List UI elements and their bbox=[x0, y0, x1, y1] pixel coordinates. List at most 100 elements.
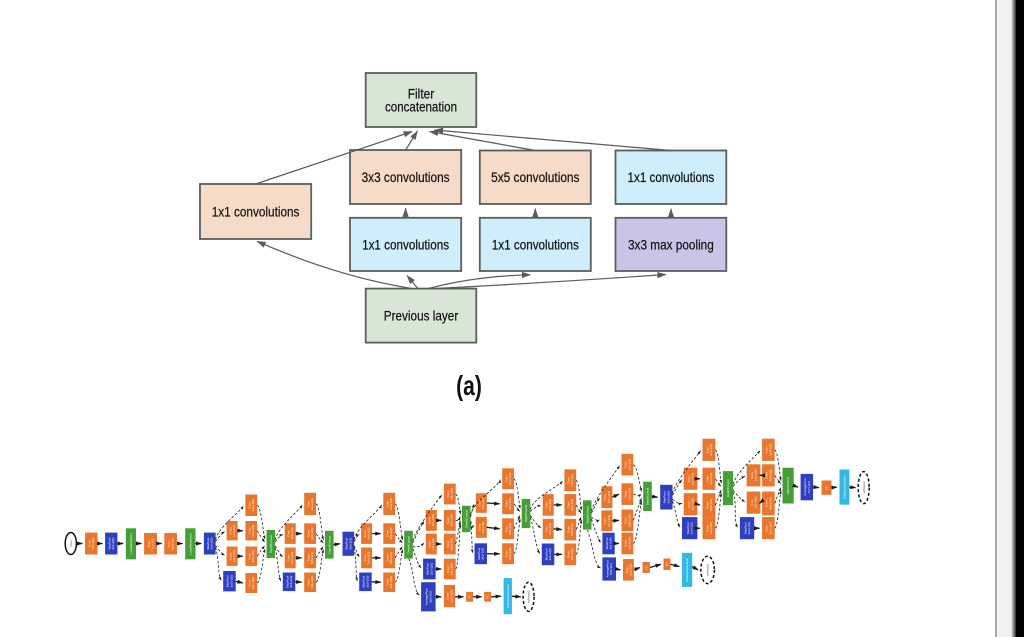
svg-text:Conv: Conv bbox=[306, 530, 310, 538]
svg-text:MaxPool: MaxPool bbox=[477, 548, 481, 560]
svg-text:5x5+1(S): 5x5+1(S) bbox=[508, 523, 512, 535]
svg-text:Conv: Conv bbox=[567, 550, 571, 558]
svg-text:1x1 convolutions: 1x1 convolutions bbox=[628, 170, 715, 185]
svg-text:3x3+2(S): 3x3+2(S) bbox=[111, 537, 115, 549]
svg-text:Conv: Conv bbox=[504, 525, 508, 533]
svg-text:Conv: Conv bbox=[624, 461, 628, 469]
svg-text:Conv: Conv bbox=[705, 524, 709, 532]
svg-text:Conv: Conv bbox=[687, 475, 691, 483]
svg-text:DepthConcat: DepthConcat bbox=[269, 535, 273, 553]
svg-text:SoftmaxActivation: SoftmaxActivation bbox=[506, 584, 510, 608]
svg-text:Conv: Conv bbox=[504, 500, 508, 508]
svg-text:1x1+1(S): 1x1+1(S) bbox=[508, 548, 512, 560]
svg-text:Conv: Conv bbox=[603, 493, 607, 501]
svg-text:MaxPool: MaxPool bbox=[663, 491, 667, 503]
svg-text:AveragePool: AveragePool bbox=[605, 560, 609, 577]
svg-text:3x3+1(S): 3x3+1(S) bbox=[365, 576, 369, 588]
svg-text:3x3+1(S): 3x3+1(S) bbox=[768, 469, 772, 481]
svg-text:3x3+1(S): 3x3+1(S) bbox=[251, 525, 255, 537]
svg-text:DepthConcat: DepthConcat bbox=[407, 536, 411, 554]
svg-text:Conv: Conv bbox=[765, 524, 769, 532]
svg-text:1x1+1(S): 1x1+1(S) bbox=[753, 496, 757, 508]
svg-text:Conv: Conv bbox=[750, 499, 754, 507]
svg-text:DepthConcat: DepthConcat bbox=[646, 487, 650, 505]
svg-text:5x5+1(S): 5x5+1(S) bbox=[627, 514, 631, 526]
svg-text:MaxPool: MaxPool bbox=[107, 537, 111, 549]
svg-text:1x1 convolutions: 1x1 convolutions bbox=[212, 204, 300, 219]
svg-text:Conv: Conv bbox=[167, 540, 171, 548]
svg-text:softmax0: softmax0 bbox=[527, 590, 531, 603]
svg-text:1x1+1(S): 1x1+1(S) bbox=[251, 499, 255, 511]
svg-text:Conv: Conv bbox=[385, 500, 389, 508]
svg-text:3x3+1(S): 3x3+1(S) bbox=[608, 537, 612, 549]
svg-text:1x1+1(S): 1x1+1(S) bbox=[607, 491, 611, 503]
svg-text:5x5+1(S): 5x5+1(S) bbox=[389, 552, 393, 564]
svg-text:Conv: Conv bbox=[248, 527, 252, 535]
svg-text:1x1+1(S): 1x1+1(S) bbox=[290, 527, 294, 539]
svg-text:1x1+1(S): 1x1+1(S) bbox=[768, 444, 772, 456]
svg-text:AveragePool: AveragePool bbox=[803, 478, 807, 495]
svg-text:3x3+1(S): 3x3+1(S) bbox=[171, 538, 175, 550]
svg-text:MaxPool: MaxPool bbox=[206, 537, 210, 549]
svg-text:Conv: Conv bbox=[286, 530, 290, 538]
svg-text:Conv: Conv bbox=[765, 499, 769, 507]
svg-text:Conv: Conv bbox=[544, 501, 548, 509]
svg-text:1x1+1(S): 1x1+1(S) bbox=[768, 522, 772, 534]
svg-text:DepthConcat: DepthConcat bbox=[585, 506, 589, 524]
svg-text:softmax2: softmax2 bbox=[862, 481, 866, 494]
svg-text:Conv: Conv bbox=[567, 476, 571, 484]
svg-text:Conv: Conv bbox=[446, 565, 450, 573]
svg-text:Conv: Conv bbox=[446, 490, 450, 498]
svg-text:AveragePool: AveragePool bbox=[425, 588, 429, 605]
svg-text:1x1+1(S): 1x1+1(S) bbox=[570, 474, 574, 486]
svg-text:3x3 convolutions: 3x3 convolutions bbox=[362, 170, 450, 185]
svg-text:Conv: Conv bbox=[446, 516, 450, 524]
svg-text:DepthConcat: DepthConcat bbox=[464, 510, 468, 528]
svg-text:Conv: Conv bbox=[87, 540, 91, 548]
svg-text:FC: FC bbox=[468, 594, 472, 599]
svg-text:1x1+1(S): 1x1+1(S) bbox=[709, 522, 713, 534]
svg-text:3x3+1(S): 3x3+1(S) bbox=[389, 527, 393, 539]
svg-text:1x1+1(S): 1x1+1(S) bbox=[389, 576, 393, 588]
svg-text:3x3+2(S): 3x3+2(S) bbox=[348, 538, 352, 550]
svg-text:MaxPool: MaxPool bbox=[686, 522, 690, 534]
svg-text:Conv: Conv bbox=[765, 471, 769, 479]
svg-text:3x3+1(S): 3x3+1(S) bbox=[508, 498, 512, 510]
svg-text:1x1+1(S): 1x1+1(S) bbox=[481, 521, 485, 533]
svg-text:Conv: Conv bbox=[705, 446, 709, 454]
svg-text:1x1+1(S): 1x1+1(S) bbox=[366, 552, 370, 564]
svg-text:5x5+1(S): 5x5+1(S) bbox=[450, 538, 454, 550]
svg-text:Conv: Conv bbox=[385, 578, 389, 586]
svg-text:1x1+1(S): 1x1+1(S) bbox=[232, 550, 236, 562]
svg-text:Conv: Conv bbox=[765, 446, 769, 454]
svg-text:1x1+1(S): 1x1+1(S) bbox=[570, 548, 574, 560]
svg-text:3x3 max pooling: 3x3 max pooling bbox=[628, 237, 714, 252]
svg-text:5x5+1(S): 5x5+1(S) bbox=[709, 499, 713, 511]
svg-text:LocalRespNorm: LocalRespNorm bbox=[188, 533, 192, 555]
svg-text:Conv: Conv bbox=[504, 550, 508, 558]
svg-text:MaxPool: MaxPool bbox=[605, 537, 609, 549]
svg-text:DepthConcat: DepthConcat bbox=[524, 505, 528, 523]
svg-text:Conv: Conv bbox=[248, 579, 252, 587]
svg-text:Conv: Conv bbox=[428, 516, 432, 524]
svg-text:Conv: Conv bbox=[147, 540, 151, 548]
svg-text:DepthConcat: DepthConcat bbox=[726, 479, 730, 497]
svg-text:SoftmaxActivation: SoftmaxActivation bbox=[685, 557, 689, 581]
svg-text:1x1+1(S): 1x1+1(S) bbox=[690, 473, 694, 485]
svg-text:1x1+1(S): 1x1+1(S) bbox=[628, 564, 632, 576]
svg-text:3x3+1(S): 3x3+1(S) bbox=[548, 548, 552, 560]
svg-text:MaxPool: MaxPool bbox=[426, 563, 430, 575]
svg-text:1x1+1(S): 1x1+1(S) bbox=[431, 538, 435, 550]
svg-text:Conv: Conv bbox=[306, 578, 310, 586]
svg-text:3x3+1(S): 3x3+1(S) bbox=[747, 522, 751, 534]
svg-text:MaxPool: MaxPool bbox=[362, 576, 366, 588]
svg-text:5x5+1(S): 5x5+1(S) bbox=[768, 497, 772, 509]
svg-text:7x7+1(V): 7x7+1(V) bbox=[807, 481, 811, 493]
svg-text:1x1+1(S): 1x1+1(S) bbox=[310, 576, 314, 588]
svg-text:3x3+1(S): 3x3+1(S) bbox=[289, 576, 293, 588]
svg-text:LocalRespNorm: LocalRespNorm bbox=[129, 533, 133, 555]
svg-text:1x1+1(S): 1x1+1(S) bbox=[366, 527, 370, 539]
svg-text:concatenation: concatenation bbox=[385, 99, 457, 114]
svg-text:Conv: Conv bbox=[624, 540, 628, 548]
svg-text:1x1+1(S): 1x1+1(S) bbox=[450, 488, 454, 500]
